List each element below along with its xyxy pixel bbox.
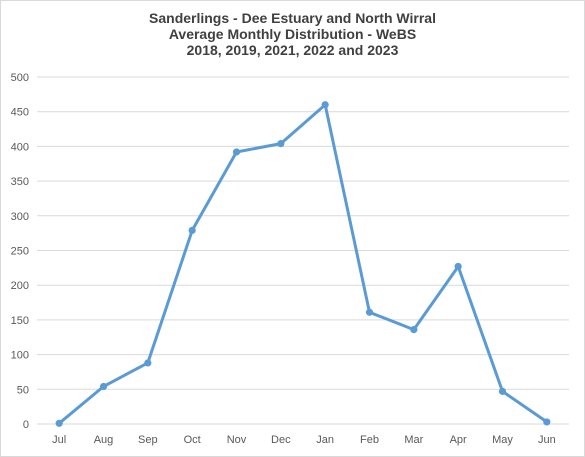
x-tick-label: Oct bbox=[184, 434, 201, 446]
y-tick-label: 400 bbox=[11, 141, 29, 153]
x-tick-label: Jun bbox=[538, 434, 556, 446]
y-tick-label: 250 bbox=[11, 246, 29, 258]
data-point bbox=[99, 382, 108, 391]
x-tick-label: Aug bbox=[94, 434, 114, 446]
data-point bbox=[277, 140, 285, 148]
chart-title: Sanderlings - Dee Estuary and North Wirr… bbox=[0, 10, 585, 58]
chart-title-line-2: Average Monthly Distribution - WeBS bbox=[168, 26, 417, 42]
y-tick-label: 150 bbox=[11, 315, 29, 327]
x-tick-label: Jan bbox=[316, 434, 334, 446]
data-point bbox=[543, 418, 551, 426]
x-tick-label: Apr bbox=[450, 434, 467, 446]
y-tick-label: 0 bbox=[23, 419, 29, 431]
y-tick-label: 300 bbox=[11, 211, 29, 223]
data-point bbox=[232, 148, 241, 156]
data-point bbox=[144, 359, 152, 367]
data-point bbox=[365, 308, 374, 316]
x-tick-label: Jul bbox=[52, 434, 66, 446]
series-line bbox=[57, 103, 549, 425]
x-tick-label: Dec bbox=[271, 434, 291, 446]
x-tick-label: Feb bbox=[360, 434, 379, 446]
data-point bbox=[55, 419, 63, 427]
y-tick-label: 500 bbox=[11, 72, 29, 84]
y-tick-label: 50 bbox=[17, 384, 29, 396]
data-point bbox=[454, 262, 462, 271]
chart-title-line-1: Sanderlings - Dee Estuary and North Wirr… bbox=[149, 10, 436, 26]
x-tick-label: Mar bbox=[404, 434, 423, 446]
x-tick-label: Nov bbox=[227, 434, 247, 446]
y-tick-label: 100 bbox=[11, 350, 29, 362]
x-tick-label: May bbox=[492, 434, 513, 446]
data-point bbox=[321, 101, 329, 109]
data-point bbox=[188, 226, 196, 234]
y-tick-label: 450 bbox=[11, 107, 29, 119]
chart-title-line-3: 2018, 2019, 2021, 2022 and 2023 bbox=[186, 42, 399, 58]
data-point bbox=[410, 326, 418, 334]
x-tick-label: Sep bbox=[138, 434, 158, 446]
y-tick-label: 200 bbox=[11, 280, 29, 292]
data-point bbox=[498, 387, 507, 395]
y-tick-label: 350 bbox=[11, 176, 29, 188]
